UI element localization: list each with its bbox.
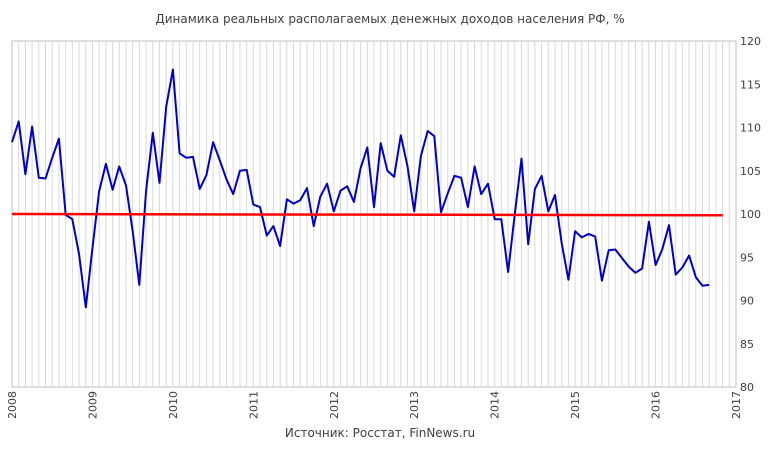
y-tick-label: 95 xyxy=(740,251,754,264)
x-tick-label: 2016 xyxy=(650,391,663,419)
y-axis-ticks: 80 85 90 95 100 105 110 115 120 xyxy=(740,35,761,394)
y-tick-label: 90 xyxy=(740,295,754,308)
y-tick-label: 110 xyxy=(740,122,761,135)
y-tick-label: 85 xyxy=(740,338,754,351)
y-tick-label: 80 xyxy=(740,381,754,394)
x-axis-ticks: 2008 2009 2010 2011 2012 2013 2014 2015 2016 2017 xyxy=(6,391,743,419)
x-tick-label: 2014 xyxy=(489,391,502,419)
y-tick-label: 120 xyxy=(740,35,761,48)
series-lines xyxy=(11,68,723,309)
y-tick-label: 100 xyxy=(740,208,761,221)
x-tick-label: 2009 xyxy=(86,391,99,419)
y-tick-label: 115 xyxy=(740,78,761,91)
source-note: Источник: Росстат, FinNews.ru xyxy=(285,426,475,440)
x-tick-label: 2008 xyxy=(6,391,19,419)
x-tick-label: 2011 xyxy=(247,391,260,419)
x-tick-label: 2012 xyxy=(328,391,341,419)
x-tick-label: 2013 xyxy=(408,391,421,419)
chart-title: Динамика реальных располагаемых денежных… xyxy=(155,12,624,26)
x-tick-label: 2010 xyxy=(167,391,180,419)
series-line-baseline-100 xyxy=(11,212,723,217)
x-tick-label: 2017 xyxy=(730,391,743,419)
series-line-income xyxy=(11,68,710,309)
y-tick-label: 105 xyxy=(740,165,761,178)
x-tick-label: 2015 xyxy=(569,391,582,419)
